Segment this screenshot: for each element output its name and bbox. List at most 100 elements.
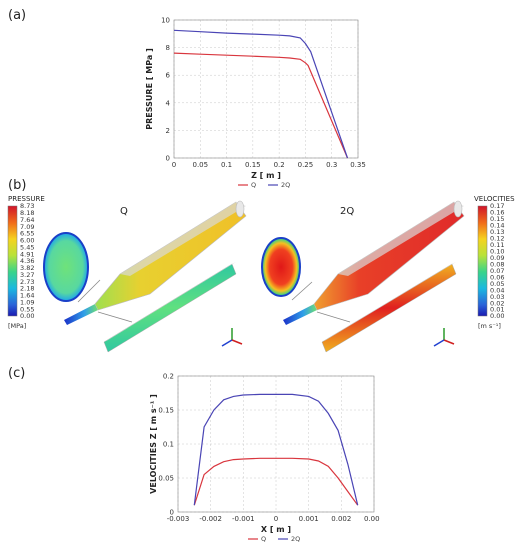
colorbar-tick-label: 0.06 (490, 273, 504, 281)
colorbar-tick-label: 0.16 (490, 209, 504, 217)
legend-label-2Q: 2Q (291, 535, 300, 543)
2q-pointer-arrow-2 (316, 311, 351, 323)
simulation-panel: PRESSURE 8.738.187.647.096.556.005.454.9… (7, 195, 515, 353)
panel-label-a: (a) (8, 8, 27, 23)
colorbar-tick-label: 0.15 (490, 215, 504, 223)
x-tick-label: 0.05 (192, 161, 208, 169)
x-axis-label: Z [ m ] (251, 171, 281, 180)
y-tick-label: 6 (166, 72, 171, 80)
q-geometry (43, 200, 247, 353)
y-tick-label: 0 (166, 155, 170, 163)
pressure-colorbar (7, 205, 18, 317)
colorbar-tick-label: 4.36 (20, 257, 34, 265)
colorbar-tick-label: 0.04 (490, 286, 504, 294)
series-line-Q (193, 457, 359, 506)
colorbar-tick-label: 0.02 (490, 299, 504, 307)
colorbar-tick-label: 0.55 (20, 305, 34, 313)
y-tick-label: 0 (170, 509, 174, 517)
colorbar-tick-label: 6.55 (20, 230, 34, 238)
colorbar-tick-label: 8.73 (20, 202, 34, 210)
x-tick-label: -0.002 (199, 515, 222, 523)
series-line-Q (173, 52, 349, 159)
pressure-colorbar-unit: [MPa] (8, 322, 26, 330)
x-tick-label: 0.1 (221, 161, 232, 169)
legend-label-Q: Q (251, 181, 256, 189)
x-tick-label: 0.2 (274, 161, 285, 169)
colorbar-tick-label: 0.09 (490, 254, 504, 262)
pressure-colorbar-title: PRESSURE (8, 195, 45, 203)
colorbar-tick-label: 7.09 (20, 223, 34, 231)
velocity-colorbar (477, 205, 488, 317)
colorbar-tick-label: 0.03 (490, 293, 504, 301)
panel-label-b: (b) (8, 178, 27, 193)
colorbar-tick-label: 0.01 (490, 306, 504, 314)
colorbar-tick-label: 1.64 (20, 292, 34, 300)
y-tick-label: 2 (166, 127, 170, 135)
2q-pointer-arrow (291, 281, 313, 301)
q-pointer-arrow (77, 279, 101, 303)
q-needle (64, 304, 98, 325)
colorbar-tick-label: 5.45 (20, 243, 34, 251)
series-line-2Q (173, 29, 349, 159)
q-axis-triad (221, 328, 243, 347)
x-tick-label: 0.002 (331, 515, 351, 523)
velocity-profile-chart: -0.003 -0.002 -0.001 0 0.001 0.002 0.003 0 0.05 0… (149, 373, 380, 544)
q-velocity-slice (103, 263, 237, 353)
y-tick-label: 8 (166, 44, 170, 52)
colorbar-tick-label: 2.18 (20, 285, 34, 293)
colorbar-tick-label: 0.11 (490, 241, 504, 249)
colorbar-tick-label: 0.13 (490, 228, 504, 236)
colorbar-tick-label: 0.17 (490, 202, 504, 210)
x-tick-label: 0 (172, 161, 176, 169)
x-tick-label: -0.001 (232, 515, 255, 523)
colorbar-tick-label: 0.14 (490, 222, 504, 230)
plot-frame (177, 375, 375, 513)
colorbar-tick-label: 0.00 (490, 312, 504, 320)
legend-label-Q: Q (261, 535, 266, 543)
colorbar-tick-label: 3.82 (20, 264, 34, 272)
q-cross-section (43, 232, 89, 302)
q-pointer-arrow-2 (97, 311, 133, 323)
2q-axis-triad (433, 328, 455, 347)
colorbar-tick-label: 0.07 (490, 267, 504, 275)
case-title-2q: 2Q (340, 206, 354, 217)
y-axis-label: PRESSURE [ MPa ] (145, 48, 154, 129)
colorbar-tick-label: 2.73 (20, 278, 34, 286)
y-axis-label: VELOCITIES Z [ m s⁻¹ ] (149, 394, 158, 494)
case-title-q: Q (120, 206, 128, 217)
y-tick-label: 0.15 (158, 407, 174, 415)
pressure-line-chart: 0 0.05 0.1 0.15 0.2 0.25 0.3 0.35 0 2 4 6 8 10 Z [ m ]… (145, 17, 366, 190)
velocity-colorbar-title: VELOCITIES (474, 195, 515, 203)
velocity-colorbar-unit: [m s⁻¹] (478, 322, 501, 330)
colorbar-tick-label: 0.05 (490, 280, 504, 288)
colorbar-tick-label: 7.64 (20, 216, 34, 224)
colorbar-tick-label: 4.91 (20, 250, 34, 258)
2q-velocity-slice (321, 263, 457, 353)
2q-geometry (261, 200, 465, 353)
x-tick-label: 0.003 (364, 515, 380, 523)
x-tick-label: 0.35 (350, 161, 366, 169)
y-tick-label: 0.1 (163, 441, 174, 449)
x-tick-label: 0.3 (326, 161, 337, 169)
colorbar-tick-label: 0.10 (490, 247, 504, 255)
2q-cross-section (261, 237, 301, 297)
colorbar-tick-label: 1.09 (20, 298, 34, 306)
x-tick-label: 0.15 (245, 161, 261, 169)
x-tick-label: -0.003 (167, 515, 190, 523)
x-tick-label: 0 (274, 515, 278, 523)
y-tick-label: 0.05 (158, 475, 174, 483)
legend-label-2Q: 2Q (281, 181, 290, 189)
colorbar-tick-label: 3.27 (20, 271, 34, 279)
colorbar-tick-label: 0.00 (20, 312, 34, 320)
x-tick-label: 0.25 (298, 161, 314, 169)
2q-needle (283, 304, 317, 325)
y-tick-label: 0.2 (163, 373, 174, 381)
colorbar-tick-label: 6.00 (20, 237, 34, 245)
colorbar-tick-label: 8.18 (20, 209, 34, 217)
x-axis-label: X [ m ] (261, 525, 291, 534)
y-tick-label: 4 (166, 99, 171, 107)
plot-frame (173, 19, 359, 159)
series-line-2Q (193, 393, 359, 506)
x-tick-label: 0.001 (299, 515, 319, 523)
colorbar-tick-label: 0.12 (490, 235, 504, 243)
